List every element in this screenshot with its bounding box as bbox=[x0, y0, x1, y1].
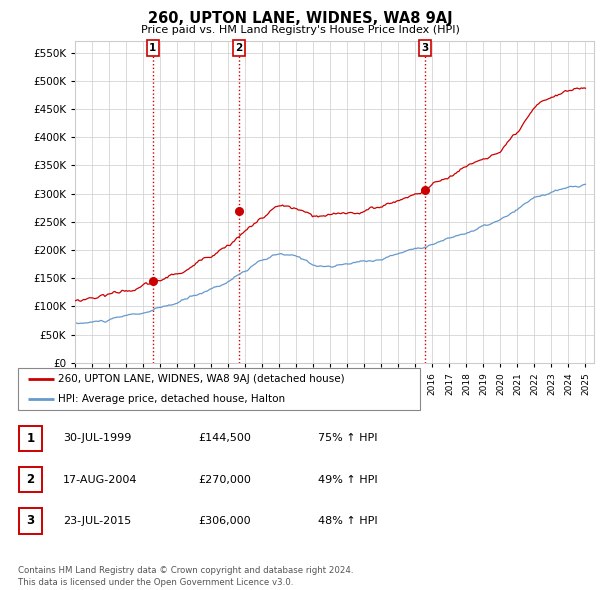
Text: 30-JUL-1999: 30-JUL-1999 bbox=[63, 434, 131, 443]
Text: 260, UPTON LANE, WIDNES, WA8 9AJ: 260, UPTON LANE, WIDNES, WA8 9AJ bbox=[148, 11, 452, 25]
Text: 260, UPTON LANE, WIDNES, WA8 9AJ (detached house): 260, UPTON LANE, WIDNES, WA8 9AJ (detach… bbox=[58, 374, 345, 384]
Text: 1: 1 bbox=[26, 432, 35, 445]
Text: £306,000: £306,000 bbox=[198, 516, 251, 526]
Text: 2: 2 bbox=[235, 43, 242, 53]
Text: 23-JUL-2015: 23-JUL-2015 bbox=[63, 516, 131, 526]
Text: 3: 3 bbox=[421, 43, 428, 53]
Text: £144,500: £144,500 bbox=[198, 434, 251, 443]
FancyBboxPatch shape bbox=[19, 508, 42, 534]
FancyBboxPatch shape bbox=[19, 425, 42, 451]
Text: 3: 3 bbox=[26, 514, 35, 527]
Text: HPI: Average price, detached house, Halton: HPI: Average price, detached house, Halt… bbox=[58, 394, 286, 404]
Text: 75% ↑ HPI: 75% ↑ HPI bbox=[318, 434, 377, 443]
Text: 1: 1 bbox=[149, 43, 157, 53]
Text: £270,000: £270,000 bbox=[198, 475, 251, 484]
Text: 49% ↑ HPI: 49% ↑ HPI bbox=[318, 475, 377, 484]
Text: Price paid vs. HM Land Registry's House Price Index (HPI): Price paid vs. HM Land Registry's House … bbox=[140, 25, 460, 35]
Text: 48% ↑ HPI: 48% ↑ HPI bbox=[318, 516, 377, 526]
Text: 17-AUG-2004: 17-AUG-2004 bbox=[63, 475, 137, 484]
FancyBboxPatch shape bbox=[18, 368, 420, 410]
Text: 2: 2 bbox=[26, 473, 35, 486]
FancyBboxPatch shape bbox=[19, 467, 42, 493]
Text: Contains HM Land Registry data © Crown copyright and database right 2024.
This d: Contains HM Land Registry data © Crown c… bbox=[18, 566, 353, 587]
